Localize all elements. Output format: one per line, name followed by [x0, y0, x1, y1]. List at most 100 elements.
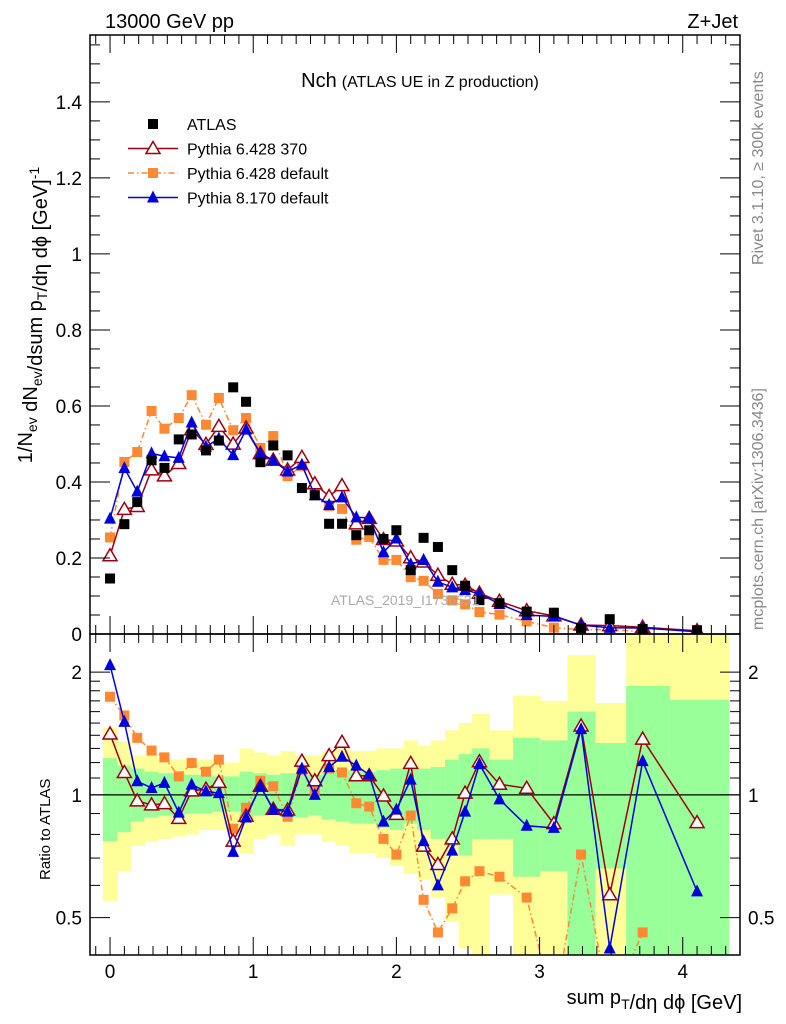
atlas-data-point — [159, 462, 170, 473]
x-tick-label: 3 — [534, 962, 545, 983]
inner-band-bin — [626, 685, 671, 955]
label-part: 1/N — [15, 432, 37, 463]
ratio-point — [145, 780, 158, 793]
ratio-point — [131, 774, 144, 787]
ratio-point — [429, 856, 447, 871]
atlas-data-point — [282, 450, 293, 461]
legend-marker — [147, 190, 159, 203]
series-point — [105, 532, 116, 543]
inner-band-bin — [321, 771, 337, 820]
series-point — [118, 461, 131, 474]
ratio-point — [240, 810, 253, 823]
atlas-data-point — [105, 573, 116, 584]
y-tick-label: 0.6 — [56, 397, 82, 418]
series-point — [172, 450, 185, 463]
series-line — [109, 393, 643, 633]
series-point — [431, 574, 444, 587]
ratio-point — [104, 658, 117, 671]
plot-title: Nch (ATLAS UE in Z production) — [301, 70, 539, 92]
atlas-data-point — [132, 497, 143, 508]
ratio-point — [375, 787, 392, 802]
atlas-data-point — [432, 541, 443, 552]
atlas-data-point — [460, 580, 471, 591]
series-point — [474, 607, 485, 618]
ratio-point — [186, 758, 197, 769]
series-point — [405, 572, 416, 583]
series-point — [267, 453, 280, 466]
legend-marker — [144, 140, 162, 155]
ratio-panel-marks — [101, 658, 706, 955]
ratio-point — [474, 866, 485, 877]
series-point — [143, 461, 160, 476]
atlas-data-point — [576, 622, 587, 633]
ratio-point — [377, 814, 390, 827]
ratio-point — [185, 777, 198, 790]
series-point — [200, 419, 211, 430]
ratio-tick-label-right: 1 — [748, 786, 759, 807]
inner-band-bin — [417, 768, 432, 831]
ratio-point — [601, 886, 619, 901]
process-label: Z+Jet — [687, 11, 738, 33]
atlas-data-point — [351, 530, 362, 541]
ratio-point — [336, 767, 347, 778]
ratio-point — [350, 758, 363, 771]
energy-label: 13000 GeV pp — [105, 11, 234, 33]
y-tick-label: 0 — [71, 625, 82, 646]
series-point — [240, 422, 253, 435]
series-point — [254, 446, 267, 459]
ratio-point — [146, 745, 157, 756]
ratio-tick-label: 2 — [71, 663, 82, 684]
ratio-series-line — [109, 696, 644, 955]
legend-label: Pythia 6.428 default — [187, 166, 329, 183]
atlas-data-point — [391, 525, 402, 536]
ratio-point — [105, 691, 116, 702]
series-point — [347, 515, 365, 530]
atlas-data-point — [268, 440, 279, 451]
x-tick-label: 0 — [105, 962, 116, 983]
ratio-point — [691, 884, 704, 897]
legend-marker — [148, 168, 158, 178]
series-point — [213, 392, 224, 403]
mcplots-label: mcplots.cern.ch [arXiv:1306.3436] — [750, 388, 767, 630]
series-point — [185, 415, 198, 428]
ratio-point — [493, 792, 506, 805]
series-point — [101, 547, 119, 562]
series-point — [390, 531, 403, 544]
series-point — [417, 552, 430, 565]
atlas-data-point — [186, 429, 197, 440]
legend-marker — [148, 119, 158, 129]
label-part: ev — [24, 417, 40, 432]
series-point — [460, 599, 471, 610]
series-point — [521, 616, 532, 627]
series-point — [364, 531, 375, 542]
legend-label: Pythia 6.428 370 — [187, 142, 307, 159]
ratio-point — [212, 786, 225, 799]
ratio-point — [459, 804, 472, 817]
ratio-point — [199, 784, 212, 797]
series-point — [363, 510, 376, 523]
ratio-point — [547, 820, 560, 833]
ratio-point — [363, 767, 376, 780]
ratio-point — [295, 761, 308, 774]
ratio-point — [636, 754, 649, 767]
series-point — [378, 554, 389, 565]
ratio-tick-label-right: 0.5 — [748, 909, 774, 930]
series-point — [228, 425, 239, 436]
atlas-data-point — [494, 598, 505, 609]
ratio-point — [118, 714, 131, 727]
ratio-point — [351, 798, 362, 809]
ratio-point — [306, 772, 324, 787]
ratio-point — [347, 767, 365, 782]
legend-label: Pythia 8.170 default — [187, 191, 329, 208]
y-tick-label: 0.4 — [56, 473, 83, 494]
ratio-point — [378, 833, 389, 844]
y-axis-label: 1/Nev dNev/dsum pT/dη dϕ [GeV]-1 — [15, 167, 52, 464]
ratio-point — [159, 752, 170, 763]
ratio-point — [335, 749, 348, 762]
rivet-label: Rivet 3.1.10, ≥ 300k events — [750, 71, 767, 265]
atlas-data-point — [309, 490, 320, 501]
x-tick-label: 2 — [391, 962, 402, 983]
inner-band-bin — [567, 711, 596, 955]
ratio-point — [390, 802, 403, 815]
